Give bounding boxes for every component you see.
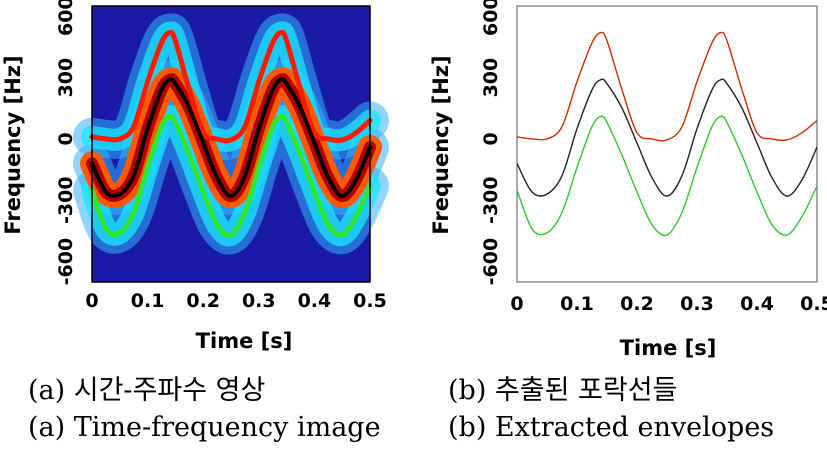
y-tick-label: -300 bbox=[55, 176, 77, 224]
y-tick-label: 0 bbox=[480, 132, 502, 145]
b-y-axis-label: Frequency [Hz] bbox=[429, 55, 453, 234]
envelopes-plot-area bbox=[516, 5, 818, 283]
a-y-ticks: 600 300 0 -300 -600 bbox=[55, 0, 77, 285]
x-tick-label: 0.1 bbox=[131, 290, 165, 312]
spectrogram-envelope-0 bbox=[89, 29, 373, 144]
b-x-axis-label: Time [s] bbox=[620, 336, 717, 360]
envelope-line-0 bbox=[516, 31, 818, 142]
y-tick-label: 300 bbox=[480, 58, 502, 98]
envelope-line-1 bbox=[516, 78, 818, 197]
x-tick-label: 0 bbox=[85, 290, 98, 312]
x-tick-label: 0.5 bbox=[800, 293, 827, 315]
caption-b-korean: (b) 추출된 포락선들 bbox=[448, 375, 678, 406]
envelopes-panel: 600 300 0 -300 -600 0 0.1 0.2 0.3 0.4 0.5 Time [s… bbox=[429, 0, 827, 360]
spectrogram-envelope-1 bbox=[90, 77, 372, 199]
x-tick-label: 0.5 bbox=[353, 290, 387, 312]
x-tick-label: 0.4 bbox=[298, 290, 332, 312]
envelope-line-2 bbox=[516, 115, 818, 237]
a-x-ticks: 0 0.1 0.2 0.3 0.4 0.5 bbox=[85, 290, 386, 312]
x-tick-label: 0.3 bbox=[680, 293, 714, 315]
x-tick-label: 0.2 bbox=[620, 293, 654, 315]
y-tick-label: -300 bbox=[480, 176, 502, 224]
x-tick-label: 0 bbox=[510, 293, 523, 315]
x-tick-label: 0.2 bbox=[186, 290, 220, 312]
time-frequency-panel: 600 300 0 -300 -600 0 0.1 0.2 0.3 0.4 0.5 Time [s… bbox=[1, 0, 389, 353]
spectrogram-marks bbox=[73, 13, 389, 255]
caption-b-english: (b) Extracted envelopes bbox=[448, 412, 775, 443]
spectrogram-frame bbox=[91, 5, 371, 283]
y-tick-label: -600 bbox=[480, 238, 502, 286]
x-tick-label: 0.1 bbox=[560, 293, 594, 315]
spectrogram-envelope-2 bbox=[89, 113, 373, 238]
x-tick-label: 0.3 bbox=[242, 290, 276, 312]
a-y-axis-label: Frequency [Hz] bbox=[1, 55, 25, 234]
b-x-ticks: 0 0.1 0.2 0.3 0.4 0.5 bbox=[510, 293, 827, 315]
caption-a-korean: (a) 시간-주파수 영상 bbox=[28, 375, 266, 406]
envelope-lines bbox=[516, 31, 818, 237]
y-tick-label: 600 bbox=[55, 0, 77, 36]
caption-a-english: (a) Time-frequency image bbox=[28, 412, 381, 443]
y-tick-label: 0 bbox=[55, 132, 77, 145]
x-tick-label: 0.4 bbox=[740, 293, 774, 315]
y-tick-label: -600 bbox=[55, 238, 77, 286]
b-y-ticks: 600 300 0 -300 -600 bbox=[480, 0, 502, 285]
y-tick-label: 300 bbox=[55, 58, 77, 98]
y-tick-label: 600 bbox=[480, 0, 502, 36]
a-x-axis-label: Time [s] bbox=[196, 329, 293, 353]
